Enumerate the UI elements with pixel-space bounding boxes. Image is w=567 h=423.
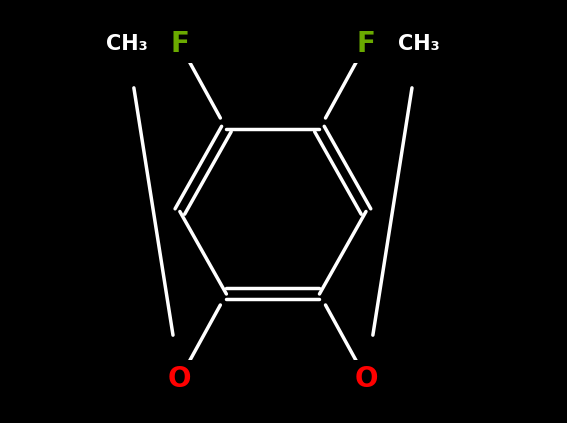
Text: F: F — [171, 30, 189, 58]
Text: CH₃: CH₃ — [106, 34, 148, 55]
Text: F: F — [357, 30, 375, 58]
Text: CH₃: CH₃ — [398, 34, 440, 55]
Text: O: O — [354, 365, 378, 393]
Text: O: O — [168, 365, 192, 393]
